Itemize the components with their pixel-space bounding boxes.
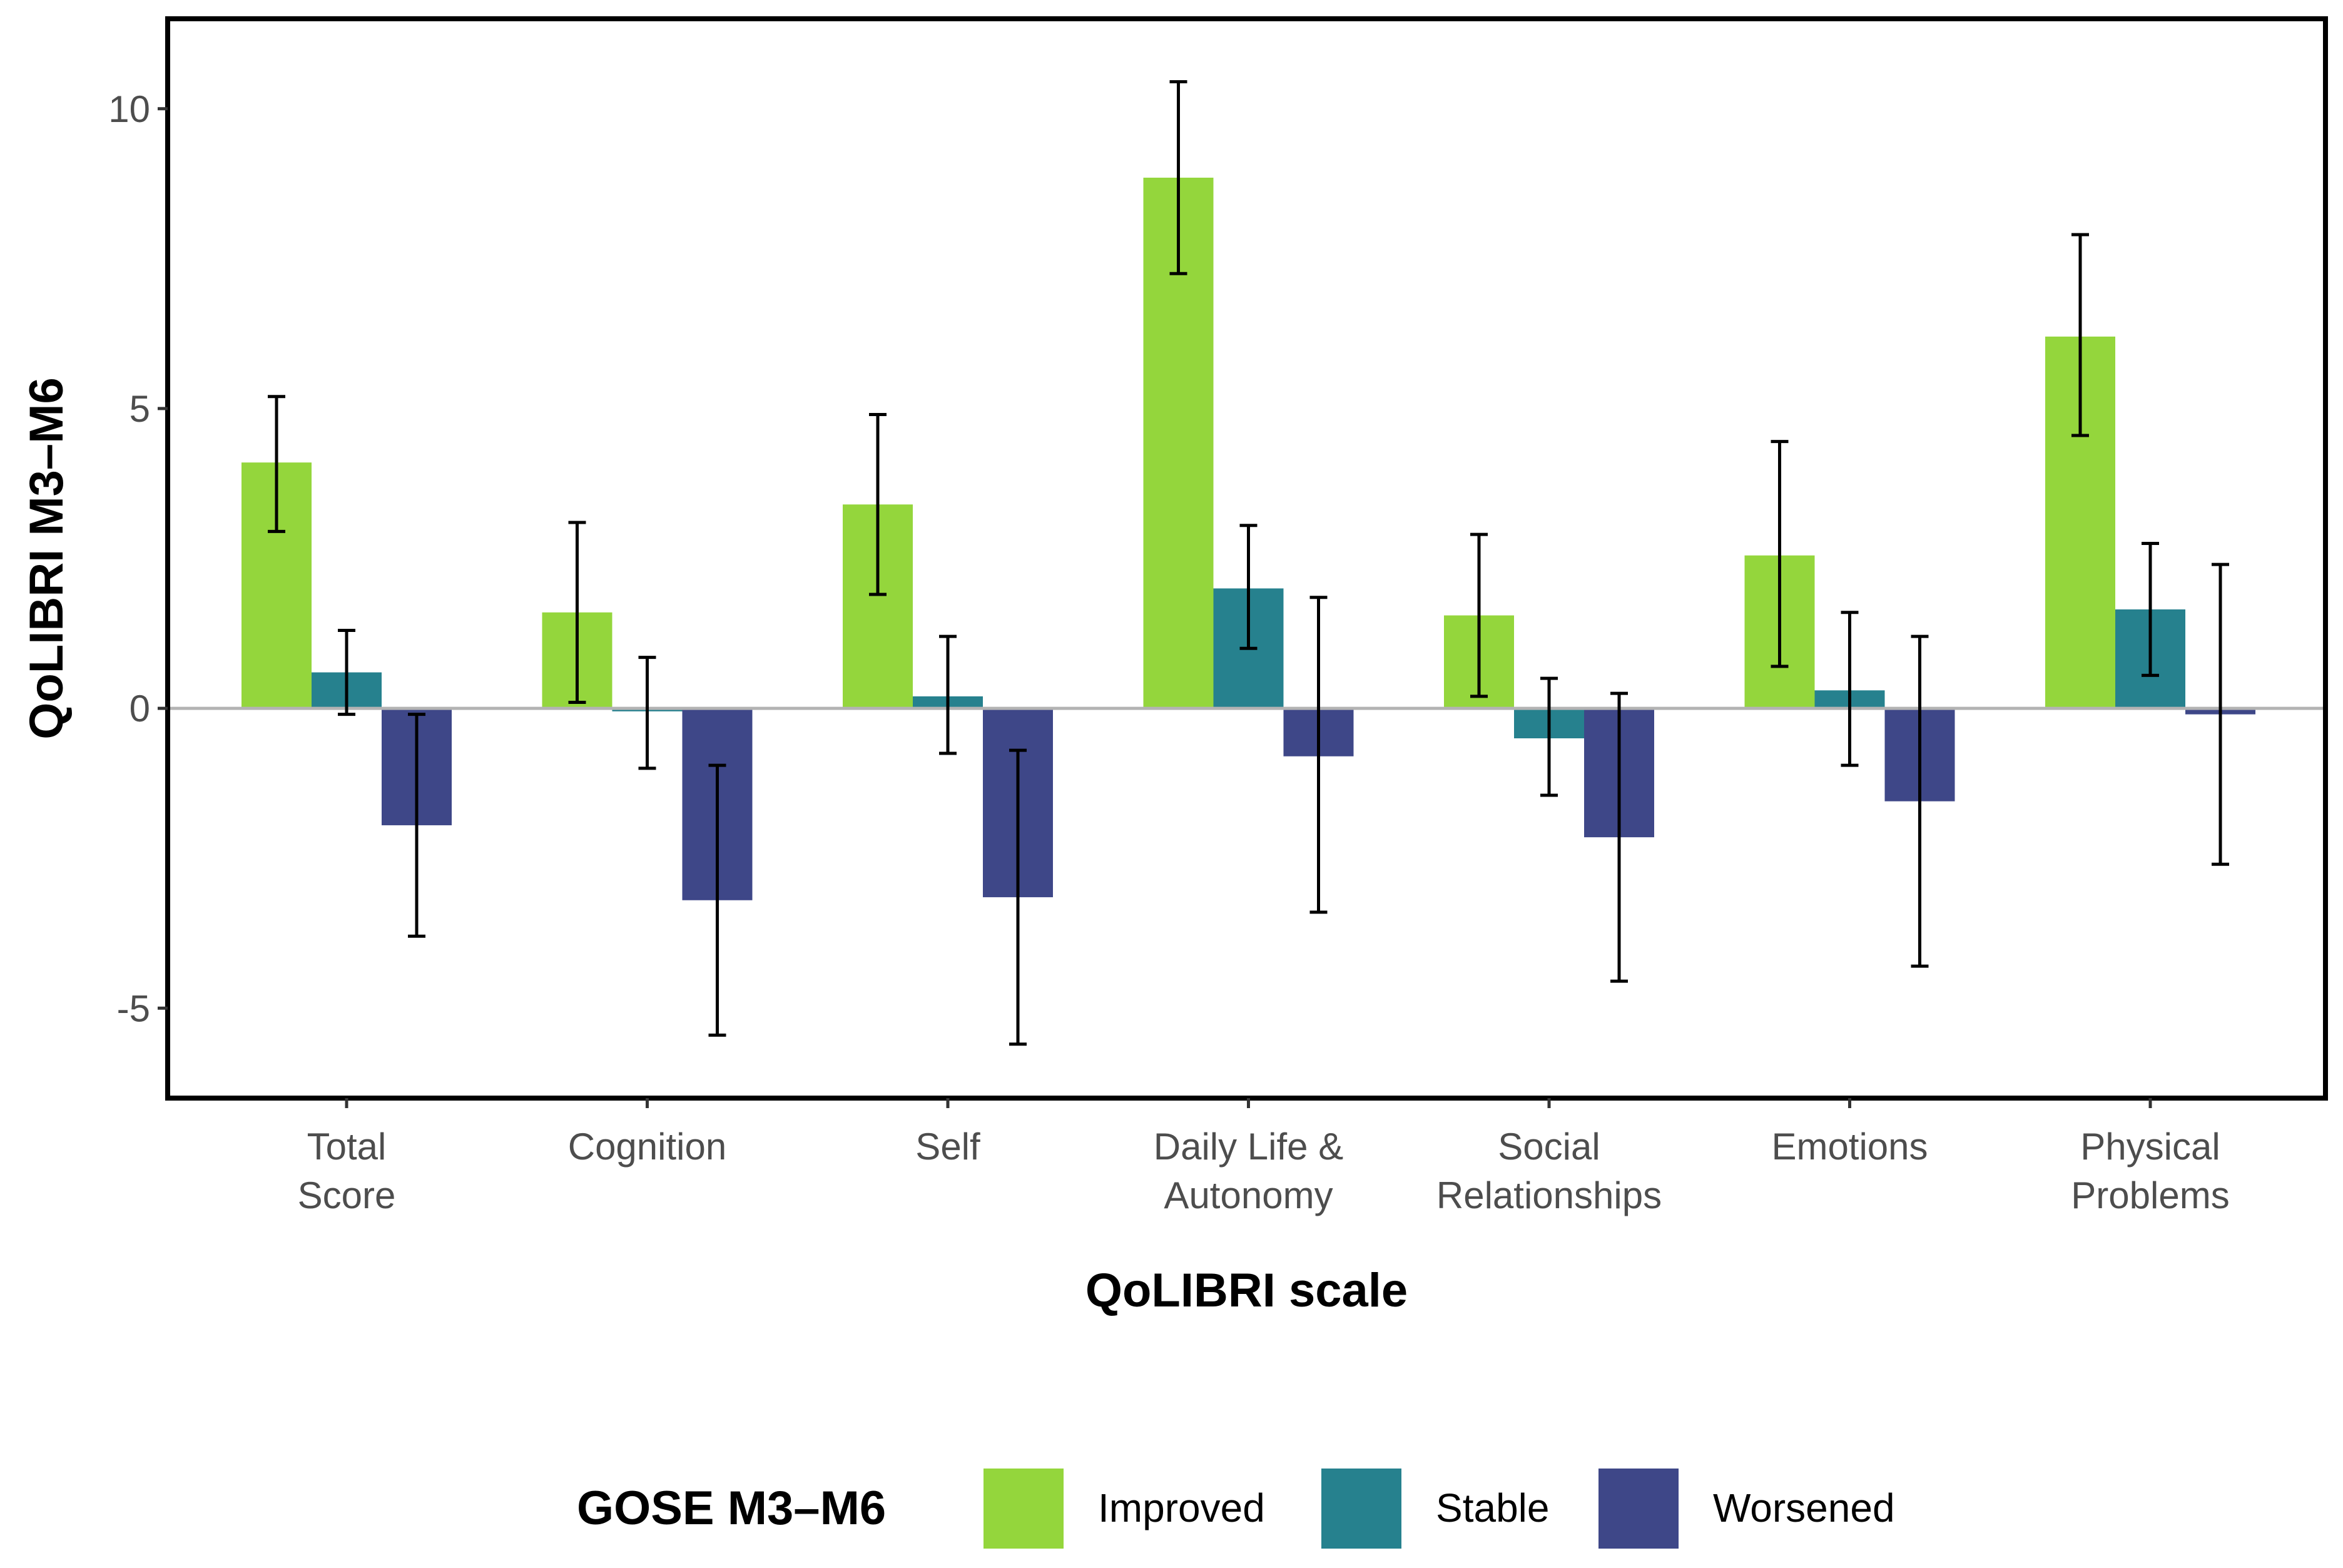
x-tick-label-line: Cognition xyxy=(568,1126,727,1168)
x-tick-label-line: Emotions xyxy=(1771,1126,1928,1168)
x-tick-label-line: Score xyxy=(298,1174,396,1216)
x-tick-label-line: Physical xyxy=(2080,1126,2220,1168)
x-tick-label: Self xyxy=(915,1126,980,1168)
y-tick-label: 0 xyxy=(130,688,150,730)
plot-panel-border xyxy=(165,16,2328,1101)
legend-key-improved xyxy=(983,1469,1064,1549)
legend-label-worsened: Worsened xyxy=(1713,1485,1895,1530)
x-tick-label-line: Daily Life & xyxy=(1154,1126,1343,1168)
legend-key-worsened xyxy=(1598,1469,1679,1549)
y-tick-label: 5 xyxy=(130,388,150,430)
x-tick-label: Daily Life & Autonomy xyxy=(1154,1126,1343,1216)
x-tick-label-line: Total xyxy=(307,1126,387,1168)
x-tick-label: Emotions xyxy=(1771,1126,1928,1168)
x-axis: Total Score Cognition Self Daily Life & Auton… xyxy=(298,1098,2230,1216)
y-axis: -5 0 5 10 xyxy=(108,88,168,1029)
y-tick-label: -5 xyxy=(117,987,150,1029)
y-axis-title: QoLIBRI M3–M6 xyxy=(20,377,73,740)
y-tick-label: 10 xyxy=(108,88,150,130)
legend-key-stable xyxy=(1321,1469,1401,1549)
legend-title: GOSE M3–M6 xyxy=(577,1482,886,1535)
x-tick-label-line: Problems xyxy=(2071,1174,2229,1216)
legend-label-stable: Stable xyxy=(1436,1485,1549,1530)
x-tick-label: Cognition xyxy=(568,1126,727,1168)
error-bars-layer xyxy=(268,80,2229,1046)
x-tick-label: Total Score xyxy=(298,1126,396,1216)
x-tick-label: Physical Problems xyxy=(2071,1126,2229,1216)
x-tick-label-line: Self xyxy=(915,1126,980,1168)
x-axis-title: QoLIBRI scale xyxy=(1085,1264,1408,1317)
legend-label-improved: Improved xyxy=(1098,1485,1265,1530)
legend: GOSE M3–M6 Improved Stable Worsened xyxy=(577,1469,1895,1549)
x-tick-label-line: Autonomy xyxy=(1164,1174,1333,1216)
x-tick-label-line: Social xyxy=(1498,1126,1600,1168)
x-tick-label-line: Relationships xyxy=(1436,1174,1662,1216)
x-tick-label: Social Relationships xyxy=(1436,1126,1662,1216)
